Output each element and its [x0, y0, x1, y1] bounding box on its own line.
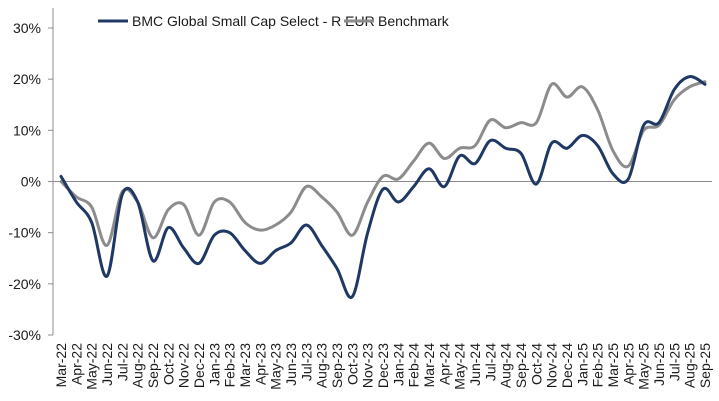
- x-tick-label: Aug-25: [682, 343, 698, 388]
- x-tick-label: Aug-24: [498, 343, 514, 388]
- x-tick-label: May-25: [636, 343, 652, 390]
- series-line-fund: [59, 75, 707, 299]
- x-tick-label: Sep-23: [329, 343, 345, 388]
- x-tick-label: Oct-23: [344, 343, 360, 385]
- x-tick-label: Jun-23: [283, 343, 299, 386]
- y-tick-label: 20%: [13, 71, 41, 87]
- x-tick-label: Apr-23: [252, 343, 268, 385]
- x-tick-label: Jul-22: [114, 343, 130, 381]
- x-tick-label: May-22: [84, 343, 100, 390]
- x-tick-label: May-23: [268, 343, 284, 390]
- x-tick-label: Nov-23: [360, 343, 376, 388]
- x-tick-label: Nov-22: [176, 343, 192, 388]
- x-tick-label: Mar-25: [605, 343, 621, 388]
- x-tick-label: Feb-24: [406, 343, 422, 388]
- x-tick-label: Sep-22: [145, 343, 161, 388]
- x-tick-label: May-24: [452, 343, 468, 390]
- x-tick-label: Aug-22: [130, 343, 146, 388]
- x-tick-label: Apr-22: [68, 343, 84, 385]
- x-tick-label: Aug-23: [314, 343, 330, 388]
- x-tick-label: Nov-24: [544, 343, 560, 388]
- x-tick-label: Oct-24: [528, 343, 544, 385]
- x-tick-label: Jul-24: [482, 343, 498, 381]
- x-tick-label: Dec-23: [375, 343, 391, 388]
- legend-label-benchmark: Benchmark: [378, 13, 450, 29]
- x-tick-label: Dec-24: [559, 343, 575, 388]
- legend-label-fund: BMC Global Small Cap Select - R EUR: [132, 13, 375, 29]
- x-axis: Mar-22 Apr-22 May-22 Jun-22 Jul-22 Aug-22 Sep-…: [53, 181, 713, 390]
- series-layer: [59, 75, 707, 299]
- x-tick-label: Sep-25: [697, 343, 713, 388]
- x-tick-label: Apr-24: [436, 343, 452, 385]
- x-tick-label: Mar-23: [237, 343, 253, 388]
- x-tick-label: Feb-25: [590, 343, 606, 388]
- y-tick-label: -20%: [8, 276, 41, 292]
- x-tick-label: Mar-24: [421, 343, 437, 388]
- x-tick-label: Jan-24: [390, 343, 406, 386]
- y-tick-label: -10%: [8, 225, 41, 241]
- x-tick-label: Jan-23: [206, 343, 222, 386]
- x-tick-label: Sep-24: [513, 343, 529, 388]
- x-tick-label: Oct-22: [160, 343, 176, 385]
- y-axis: 30% 20% 10% 0% -10% -20% -30%: [8, 8, 54, 343]
- x-tick-label: Jun-25: [651, 343, 667, 386]
- y-tick-label: 10%: [13, 122, 41, 138]
- x-tick-label: Jul-23: [298, 343, 314, 381]
- x-tick-label: Feb-23: [222, 343, 238, 388]
- y-tick-label: -30%: [8, 327, 41, 343]
- x-tick-label: Jun-22: [99, 343, 115, 386]
- x-tick-label: Jun-24: [467, 343, 483, 386]
- x-tick-label: Jan-25: [574, 343, 590, 386]
- x-tick-label: Dec-22: [191, 343, 207, 388]
- legend: BMC Global Small Cap Select - R EUR Benc…: [98, 13, 450, 29]
- y-tick-label: 0%: [21, 174, 41, 190]
- x-tick-label: Apr-25: [620, 343, 636, 385]
- x-tick-label: Jul-25: [666, 343, 682, 381]
- x-tick-label: Mar-22: [53, 343, 69, 388]
- y-tick-label: 30%: [13, 20, 41, 36]
